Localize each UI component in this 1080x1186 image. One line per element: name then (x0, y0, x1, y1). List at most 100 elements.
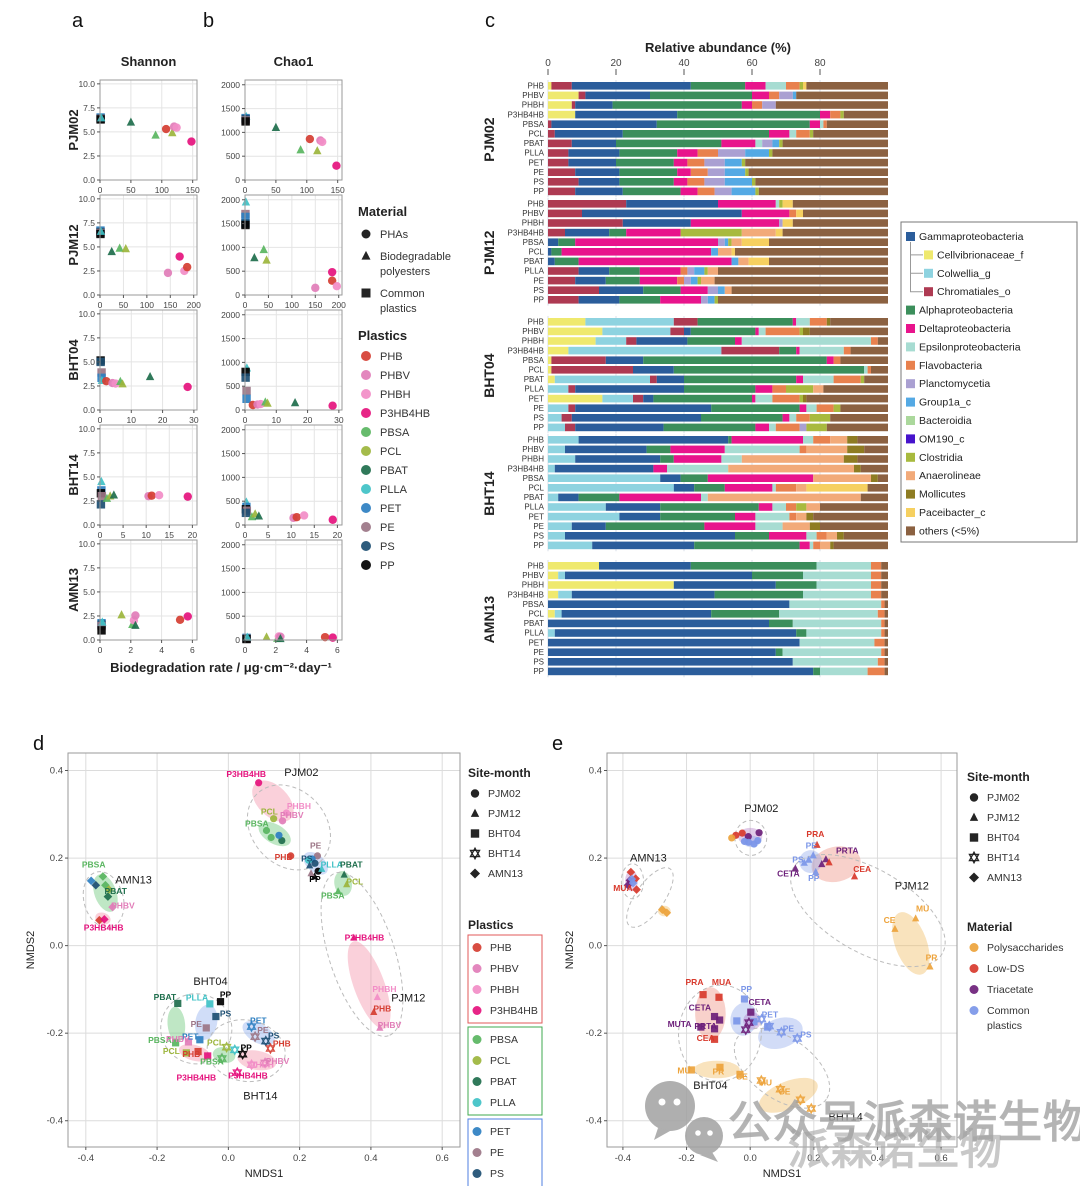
bar-segment (575, 404, 712, 412)
plot-bg (607, 753, 957, 1147)
point-label: PS (301, 854, 313, 864)
y-tick-label: 5.0 (83, 587, 95, 597)
data-point (97, 476, 106, 486)
data-point (812, 867, 820, 875)
bar-segment (548, 82, 552, 90)
point-label: PBSA (82, 860, 106, 870)
bar-segment (595, 337, 627, 345)
bar-segment (548, 474, 661, 482)
bar-segment (775, 101, 888, 109)
data-point (262, 632, 271, 641)
bar-segment (799, 394, 803, 403)
bar-segment (820, 541, 831, 550)
bar-segment (758, 503, 773, 511)
point-label: PJM02 (744, 803, 778, 815)
bar-segment (884, 658, 888, 666)
bar-segment (884, 648, 888, 656)
bar-segment (718, 286, 725, 294)
bar-segment (690, 82, 746, 90)
bar-segment (660, 455, 674, 463)
plot-bg (245, 540, 342, 640)
bar-segment (860, 464, 888, 473)
legend-label: PJM02 (488, 788, 521, 800)
bar-segment (731, 257, 739, 266)
bar-label: PET (528, 158, 544, 167)
bar-segment (619, 149, 678, 157)
legend-swatch (472, 943, 482, 952)
data-point (738, 829, 746, 837)
bar-segment (755, 327, 759, 336)
point-label: CETA (748, 997, 771, 1007)
data-point (255, 779, 263, 787)
bar-segment (738, 257, 749, 266)
legend-swatch (969, 812, 979, 821)
y-tick-label: 1000 (221, 242, 240, 252)
y-tick-label: 10.0 (78, 424, 95, 434)
data-point (755, 829, 763, 837)
legend-label: PCL (380, 446, 401, 458)
data-point (740, 1023, 751, 1036)
bar-label: PHBH (522, 337, 544, 346)
cluster-ellipse (195, 1004, 218, 1040)
legend-title: Plastics (468, 918, 514, 932)
data-point (327, 276, 337, 285)
bar-segment (548, 532, 565, 540)
bar-segment (575, 101, 613, 109)
bar-segment (548, 629, 555, 637)
data-point (147, 491, 156, 500)
bar-segment (585, 318, 674, 326)
bar-segment (809, 414, 831, 422)
bar-label: PHBV (522, 327, 544, 336)
point-label: CETA (689, 1002, 712, 1012)
x-tick-label: 150 (331, 185, 345, 195)
bar-segment (548, 512, 620, 521)
bar-segment (823, 120, 827, 128)
bar-segment (850, 346, 888, 355)
y-tick-label: -0.4 (47, 1116, 63, 1127)
legend-label: Biodegradable (380, 251, 451, 263)
bar-segment (752, 101, 763, 109)
bar-segment (626, 228, 681, 237)
legend-label: Cellvibrionaceae_f (937, 249, 1023, 261)
bar-segment (796, 375, 803, 384)
bar-segment (548, 139, 572, 148)
data-point (756, 1074, 767, 1087)
data-point (96, 500, 106, 509)
bar-segment (724, 158, 742, 167)
bar-segment (548, 248, 552, 256)
point-label: PRTA (836, 846, 859, 856)
y-tick-label: 0.0 (83, 405, 95, 415)
legend-label: PBSA (380, 427, 410, 439)
data-point (743, 1016, 754, 1029)
x-tick-label: 0.4 (364, 1153, 377, 1164)
x-axis-title: Biodegradation rate / μg·cm⁻²·day⁻¹ (110, 660, 332, 675)
y-tick-label: 0.2 (589, 853, 602, 864)
bar-segment (551, 120, 657, 128)
legend-label: PHB (380, 351, 403, 363)
data-point (850, 872, 859, 880)
chart-title: Relative abundance (%) (645, 40, 791, 55)
bar-segment (813, 130, 888, 138)
bar-segment (833, 404, 841, 412)
bar-segment (548, 276, 576, 285)
y-tick-label: 0.0 (50, 941, 63, 952)
bar-label: PE (533, 404, 544, 413)
data-point (328, 515, 337, 524)
legend-label: PET (490, 1126, 511, 1138)
legend-label: polyesters (380, 266, 431, 278)
data-point (296, 145, 305, 154)
bar-label: P3HB4HB (508, 228, 544, 237)
bar-segment (673, 318, 698, 326)
bar-segment (548, 337, 596, 345)
bar-segment (677, 168, 691, 176)
bar-segment (643, 394, 654, 403)
point-label: PRTA (694, 1021, 717, 1031)
bar-segment (622, 130, 769, 138)
data-point (764, 1020, 775, 1033)
legend-swatch (969, 1006, 979, 1015)
data-point (163, 268, 173, 278)
y-tick-label: 7.5 (83, 448, 95, 458)
bar-segment (561, 610, 712, 618)
point-label: P3HB4HB (345, 932, 385, 942)
